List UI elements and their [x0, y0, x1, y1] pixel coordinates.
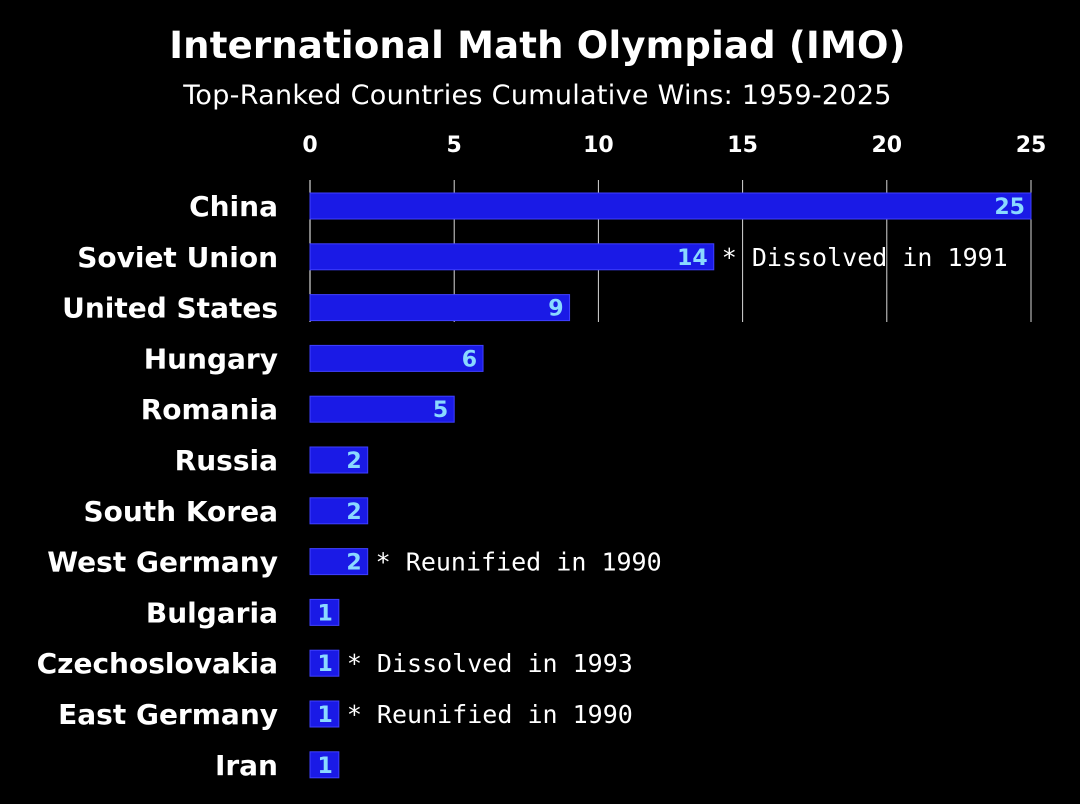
x-tick-label: 10: [583, 133, 614, 158]
bar: [309, 649, 340, 677]
category-label: Hungary: [144, 342, 278, 375]
data-label: 6: [462, 347, 477, 372]
annotations: * Dissolved in 1991 * Reunified in 1990 * …: [347, 243, 1008, 729]
category-label: Bulgaria: [146, 596, 278, 629]
x-tick-label: 0: [302, 133, 317, 158]
bar: [309, 395, 455, 423]
data-label: 2: [346, 449, 361, 474]
category-label: Romania: [141, 393, 278, 426]
category-label: West Germany: [47, 546, 278, 579]
bar: [309, 598, 340, 626]
bar: [309, 243, 715, 271]
x-tick-label: 20: [871, 133, 902, 158]
category-label: South Korea: [83, 495, 278, 528]
annotation-label: * Reunified in 1990: [376, 548, 662, 577]
data-label: 1: [318, 754, 333, 779]
annotation-label: * Dissolved in 1993: [347, 649, 633, 678]
category-label: China: [189, 190, 278, 223]
data-label: 14: [677, 246, 708, 271]
bars: [309, 192, 1032, 779]
chart-subtitle: Top-Ranked Countries Cumulative Wins: 19…: [183, 80, 892, 111]
x-tick-label: 5: [447, 133, 462, 158]
category-label: East Germany: [58, 698, 278, 731]
category-label: Iran: [215, 749, 278, 782]
category-label: United States: [62, 292, 278, 325]
data-label: 5: [433, 398, 448, 423]
data-label: 2: [346, 500, 361, 525]
data-label: 25: [994, 195, 1025, 220]
bar: [309, 446, 369, 474]
category-labels: China Soviet Union United States Hungary Rom…: [37, 190, 278, 782]
bar: [309, 192, 1032, 220]
bar: [309, 294, 571, 322]
bar: [309, 700, 340, 728]
bar: [309, 497, 369, 525]
chart-title: International Math Olympiad (IMO): [169, 24, 906, 67]
annotation-label: * Dissolved in 1991: [722, 243, 1008, 272]
category-label: Russia: [175, 444, 278, 477]
annotation-label: * Reunified in 1990: [347, 700, 633, 729]
data-label: 1: [318, 703, 333, 728]
bar: [309, 751, 340, 779]
x-tick-label: 25: [1016, 133, 1047, 158]
data-label: 9: [548, 297, 563, 322]
data-label: 2: [346, 551, 361, 576]
bar: [309, 344, 484, 372]
bar: [309, 548, 369, 576]
data-label: 1: [318, 652, 333, 677]
x-axis-ticks: 0 5 10 15 20 25: [302, 133, 1046, 158]
category-label: Czechoslovakia: [37, 647, 278, 680]
data-label: 1: [318, 601, 333, 626]
category-label: Soviet Union: [77, 241, 278, 274]
x-tick-label: 15: [727, 133, 758, 158]
